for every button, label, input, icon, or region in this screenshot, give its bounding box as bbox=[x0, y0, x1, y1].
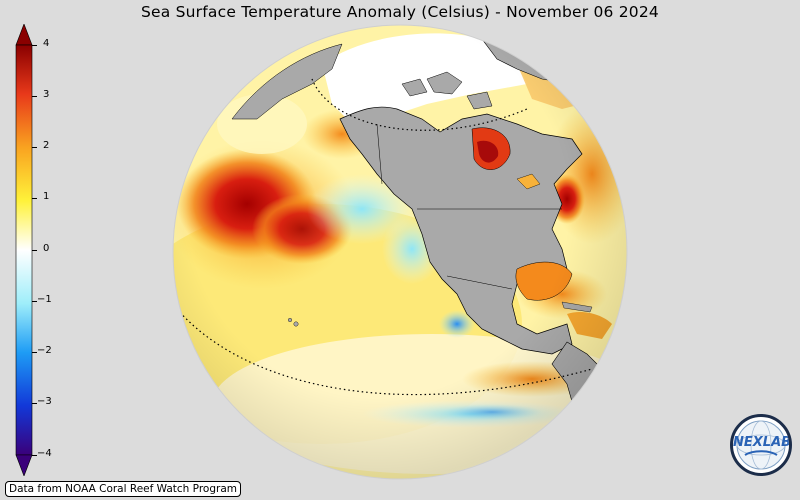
colorbar: 4 3 2 1 0 −1 −2 −3 −4 bbox=[10, 23, 70, 477]
colorbar-tick: 0 bbox=[43, 243, 50, 254]
colorbar-min-arrow bbox=[15, 454, 33, 477]
globe-map bbox=[172, 24, 628, 480]
data-credit: Data from NOAA Coral Reef Watch Program bbox=[5, 481, 241, 497]
colorbar-tick: −4 bbox=[37, 448, 52, 459]
colorbar-tick: −1 bbox=[37, 294, 52, 305]
colorbar-tick: −3 bbox=[37, 396, 52, 407]
colorbar-tick: 1 bbox=[43, 191, 50, 202]
colorbar-tick: 3 bbox=[43, 89, 50, 100]
colorbar-tick: 4 bbox=[43, 38, 50, 49]
nexlab-logo[interactable]: NEXLAB bbox=[730, 414, 792, 476]
colorbar-tick: −2 bbox=[37, 345, 52, 356]
colorbar-tick: 2 bbox=[43, 140, 50, 151]
colorbar-max-arrow bbox=[15, 23, 33, 46]
logo-text: NEXLAB bbox=[733, 435, 792, 450]
map-title: Sea Surface Temperature Anomaly (Celsius… bbox=[141, 3, 659, 21]
logo-globe-icon bbox=[736, 420, 786, 470]
